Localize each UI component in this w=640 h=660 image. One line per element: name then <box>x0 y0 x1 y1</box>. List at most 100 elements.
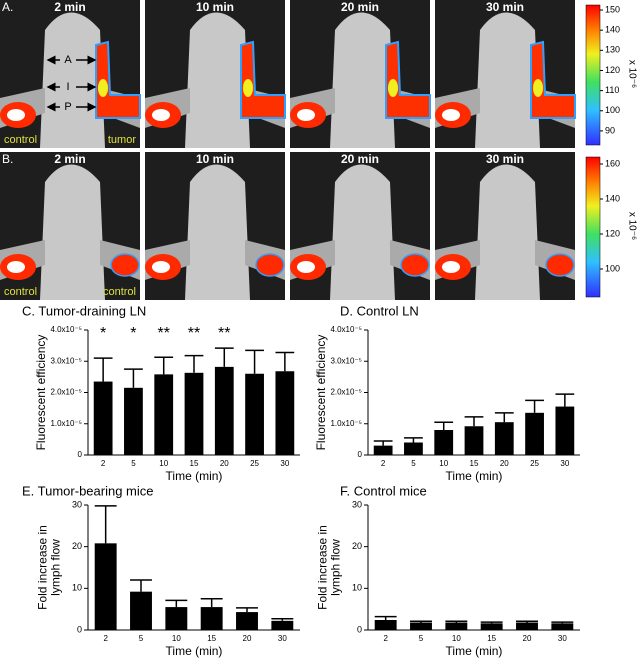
y-tick-label: 3.0x10⁻⁵ <box>50 356 82 365</box>
bar <box>374 620 397 630</box>
bar <box>525 412 544 455</box>
panel-label: A. <box>2 0 13 14</box>
mouse-body <box>475 164 540 300</box>
bar <box>516 622 538 630</box>
signal-core <box>533 79 543 97</box>
signal <box>385 40 431 119</box>
mouse-body <box>40 164 105 300</box>
y-tick-label: 3.0x10⁻⁵ <box>330 356 362 365</box>
x-axis-label: Time (min) <box>166 469 223 483</box>
x-tick-label: 2 <box>103 634 108 643</box>
y-axis-label: lymph flow <box>329 539 343 596</box>
y-axis-label: lymph flow <box>49 539 63 596</box>
bar <box>434 430 454 455</box>
bar <box>373 445 393 455</box>
mouse-body <box>185 164 250 300</box>
bar <box>464 426 484 455</box>
signal-core <box>98 79 108 97</box>
y-axis-label: Fluorescent efficiency <box>314 335 328 451</box>
y-tick-label: 30 <box>72 499 82 509</box>
colorbar-tick-label: 130 <box>605 45 620 55</box>
signal-core <box>297 261 315 273</box>
bar <box>130 591 152 630</box>
chart-title: D. Control LN <box>340 303 419 318</box>
x-tick-label: 10 <box>452 634 461 643</box>
mouse-body <box>185 12 250 148</box>
time-label: 10 min <box>196 152 234 166</box>
x-axis-label: Time (min) <box>446 644 503 658</box>
x-tick-label: 20 <box>523 634 532 643</box>
bar <box>124 387 143 455</box>
bar <box>555 406 575 455</box>
signal-core <box>442 109 460 121</box>
x-tick-label: 10 <box>159 459 168 468</box>
colorbar-tick-label: 120 <box>605 228 620 238</box>
right-label: control <box>103 286 136 298</box>
signal-core <box>152 261 170 273</box>
x-tick-label: 20 <box>220 459 229 468</box>
y-tick-label: 0 <box>357 624 362 634</box>
signal-core <box>7 109 25 121</box>
x-tick-label: 20 <box>500 459 509 468</box>
signal <box>255 253 285 277</box>
right-label: tumor <box>108 134 136 146</box>
x-tick-label: 5 <box>419 634 424 643</box>
x-tick-label: 25 <box>250 459 259 468</box>
mouse-body <box>330 12 395 148</box>
bar <box>494 422 514 455</box>
time-label: 10 min <box>196 0 234 14</box>
anatomy-label: A <box>64 54 72 66</box>
x-tick-label: 10 <box>439 459 448 468</box>
anatomy-label: P <box>64 101 71 113</box>
y-tick-label: 30 <box>352 499 362 509</box>
anatomy-label: I <box>66 81 69 93</box>
y-tick-label: 2.0x10⁻⁵ <box>50 388 82 397</box>
bar <box>93 381 113 455</box>
y-axis-label: Fluorescent efficiency <box>34 335 48 451</box>
y-tick-label: 4.0x10⁻⁵ <box>330 325 362 334</box>
time-label: 2 min <box>54 0 85 14</box>
x-tick-label: 15 <box>487 634 496 643</box>
colorbar <box>585 156 601 298</box>
y-tick-label: 20 <box>72 541 82 551</box>
bar <box>245 373 264 455</box>
significance: * <box>130 325 136 342</box>
y-tick-label: 2.0x10⁻⁵ <box>330 388 362 397</box>
x-tick-label: 30 <box>278 634 287 643</box>
colorbar-tick-label: 160 <box>605 158 620 168</box>
y-tick-label: 1.0x10⁻⁵ <box>50 419 82 428</box>
y-tick-label: 10 <box>72 583 82 593</box>
signal <box>95 40 141 119</box>
signal <box>240 40 286 119</box>
signal-core <box>388 79 398 97</box>
signal <box>110 253 140 277</box>
x-tick-label: 15 <box>470 459 479 468</box>
bar <box>214 366 234 455</box>
signal-core <box>297 109 315 121</box>
signal <box>545 253 575 277</box>
time-label: 30 min <box>486 152 524 166</box>
signal <box>400 253 430 277</box>
bar <box>94 543 117 630</box>
mouse-body <box>475 12 540 148</box>
chart-title: C. Tumor-draining LN <box>22 303 146 318</box>
colorbar-tick-label: 90 <box>605 125 615 135</box>
panel-label: B. <box>2 152 13 166</box>
left-label: control <box>4 134 37 146</box>
bar <box>275 371 295 455</box>
left-label: control <box>4 286 37 298</box>
y-tick-label: 4.0x10⁻⁵ <box>50 325 82 334</box>
y-tick-label: 20 <box>352 541 362 551</box>
x-tick-label: 30 <box>560 459 569 468</box>
colorbar <box>585 4 601 146</box>
x-tick-label: 30 <box>280 459 289 468</box>
colorbar-tick-label: 140 <box>605 193 620 203</box>
time-label: 20 min <box>341 152 379 166</box>
x-tick-label: 5 <box>139 634 144 643</box>
bar <box>410 622 432 630</box>
time-label: 2 min <box>54 152 85 166</box>
significance: ** <box>157 325 169 342</box>
bar <box>154 374 174 455</box>
